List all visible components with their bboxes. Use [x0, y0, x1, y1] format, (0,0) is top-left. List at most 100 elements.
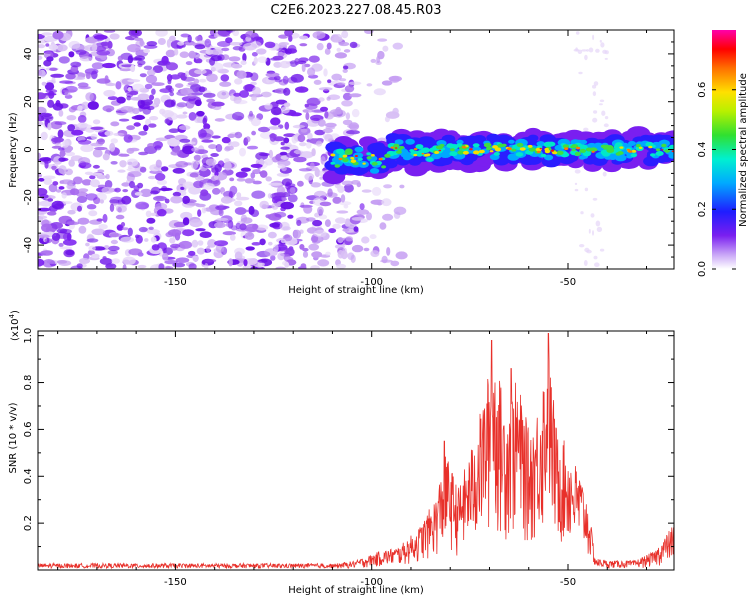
- signal-blob: [574, 151, 581, 156]
- snr-scale-exponent: 4: [8, 313, 16, 318]
- signal-blob: [601, 151, 611, 157]
- signal-blob: [603, 146, 608, 150]
- noise-blob: [351, 108, 360, 118]
- noise-blob: [244, 231, 255, 240]
- noise-blob: [140, 188, 153, 198]
- noise-blob: [44, 160, 49, 169]
- noise-blob: [146, 41, 158, 47]
- noise-blob: [38, 177, 45, 182]
- noise-blob: [62, 89, 77, 93]
- noise-blob: [361, 189, 372, 193]
- noise-blob: [194, 44, 206, 50]
- signal-blob: [528, 147, 536, 152]
- noise-blob: [118, 118, 130, 122]
- noise-blob: [246, 145, 259, 150]
- signal-blob: [630, 153, 637, 158]
- noise-blob: [180, 87, 194, 95]
- noise-blob: [276, 172, 290, 177]
- noise-blob: [268, 231, 277, 239]
- noise-blob: [52, 30, 64, 40]
- noise-blob: [109, 33, 120, 40]
- noise-blob: [312, 31, 326, 40]
- noise-blob: [185, 61, 193, 66]
- noise-blob: [50, 222, 63, 229]
- noise-blob: [595, 220, 601, 227]
- noise-blob: [135, 234, 143, 244]
- noise-blob: [127, 79, 141, 83]
- x-tick-label: -150: [164, 577, 187, 588]
- noise-blob: [244, 178, 254, 184]
- noise-blob: [229, 42, 243, 46]
- signal-blob: [354, 155, 358, 157]
- noise-blob: [169, 91, 175, 97]
- noise-blob: [150, 212, 157, 216]
- noise-blob: [199, 78, 207, 83]
- noise-blob: [146, 217, 156, 224]
- noise-blob: [273, 244, 279, 253]
- colorbar-tick-label: 0.0: [697, 261, 708, 277]
- noise-blob: [144, 83, 153, 90]
- noise-blob: [152, 65, 164, 73]
- noise-blob: [371, 186, 382, 196]
- noise-blob: [182, 229, 195, 237]
- noise-blob: [145, 210, 152, 218]
- noise-blob: [592, 91, 597, 97]
- noise-blob: [108, 245, 120, 252]
- noise-blob: [56, 260, 68, 264]
- signal-blob: [479, 149, 485, 154]
- noise-blob: [122, 189, 129, 193]
- noise-blob: [151, 244, 160, 251]
- noise-blob: [144, 146, 157, 154]
- noise-blob: [52, 102, 64, 111]
- noise-blob: [118, 153, 130, 157]
- noise-blob: [191, 147, 200, 152]
- noise-blob: [161, 166, 169, 172]
- signal-blob: [369, 168, 380, 174]
- noise-blob: [390, 260, 400, 267]
- noise-blob: [137, 264, 147, 269]
- noise-blob: [214, 175, 219, 181]
- y-tick-label: 0.6: [23, 421, 34, 437]
- noise-blob: [86, 238, 99, 243]
- noise-blob: [126, 44, 141, 53]
- noise-blob: [175, 83, 184, 88]
- noise-blob: [296, 219, 302, 226]
- noise-blob: [370, 199, 385, 205]
- signal-blob: [507, 147, 512, 151]
- noise-blob: [235, 171, 248, 178]
- noise-blob: [65, 249, 75, 256]
- signal-blob: [497, 143, 504, 148]
- signal-blob: [384, 153, 391, 158]
- signal-blob: [494, 147, 502, 152]
- signal-blob: [413, 153, 418, 157]
- signal-blob: [508, 139, 515, 144]
- noise-blob: [305, 103, 318, 110]
- snr-scale-label: (x104): [8, 310, 21, 341]
- noise-blob: [145, 74, 158, 84]
- noise-blob: [91, 62, 104, 70]
- noise-blob: [40, 250, 53, 256]
- noise-blob: [223, 161, 232, 171]
- noise-blob: [38, 121, 44, 126]
- noise-blob: [228, 258, 233, 267]
- noise-blob: [310, 182, 321, 188]
- noise-blob: [314, 190, 327, 199]
- noise-blob: [120, 236, 135, 243]
- noise-blob: [300, 263, 307, 269]
- noise-blob: [137, 93, 150, 101]
- signal-blob: [397, 148, 402, 151]
- noise-blob: [284, 30, 294, 37]
- noise-blob: [203, 123, 211, 130]
- noise-blob: [281, 178, 293, 186]
- snr-scale-suffix: ): [10, 310, 21, 314]
- noise-blob: [206, 245, 211, 253]
- noise-blob: [107, 96, 118, 101]
- noise-blob: [51, 76, 56, 84]
- noise-blob: [38, 112, 53, 117]
- noise-blob: [575, 47, 578, 52]
- noise-blob: [392, 107, 399, 115]
- noise-blob: [197, 209, 202, 217]
- noise-blob: [334, 244, 345, 250]
- noise-blob: [84, 44, 98, 52]
- noise-blob: [114, 187, 121, 193]
